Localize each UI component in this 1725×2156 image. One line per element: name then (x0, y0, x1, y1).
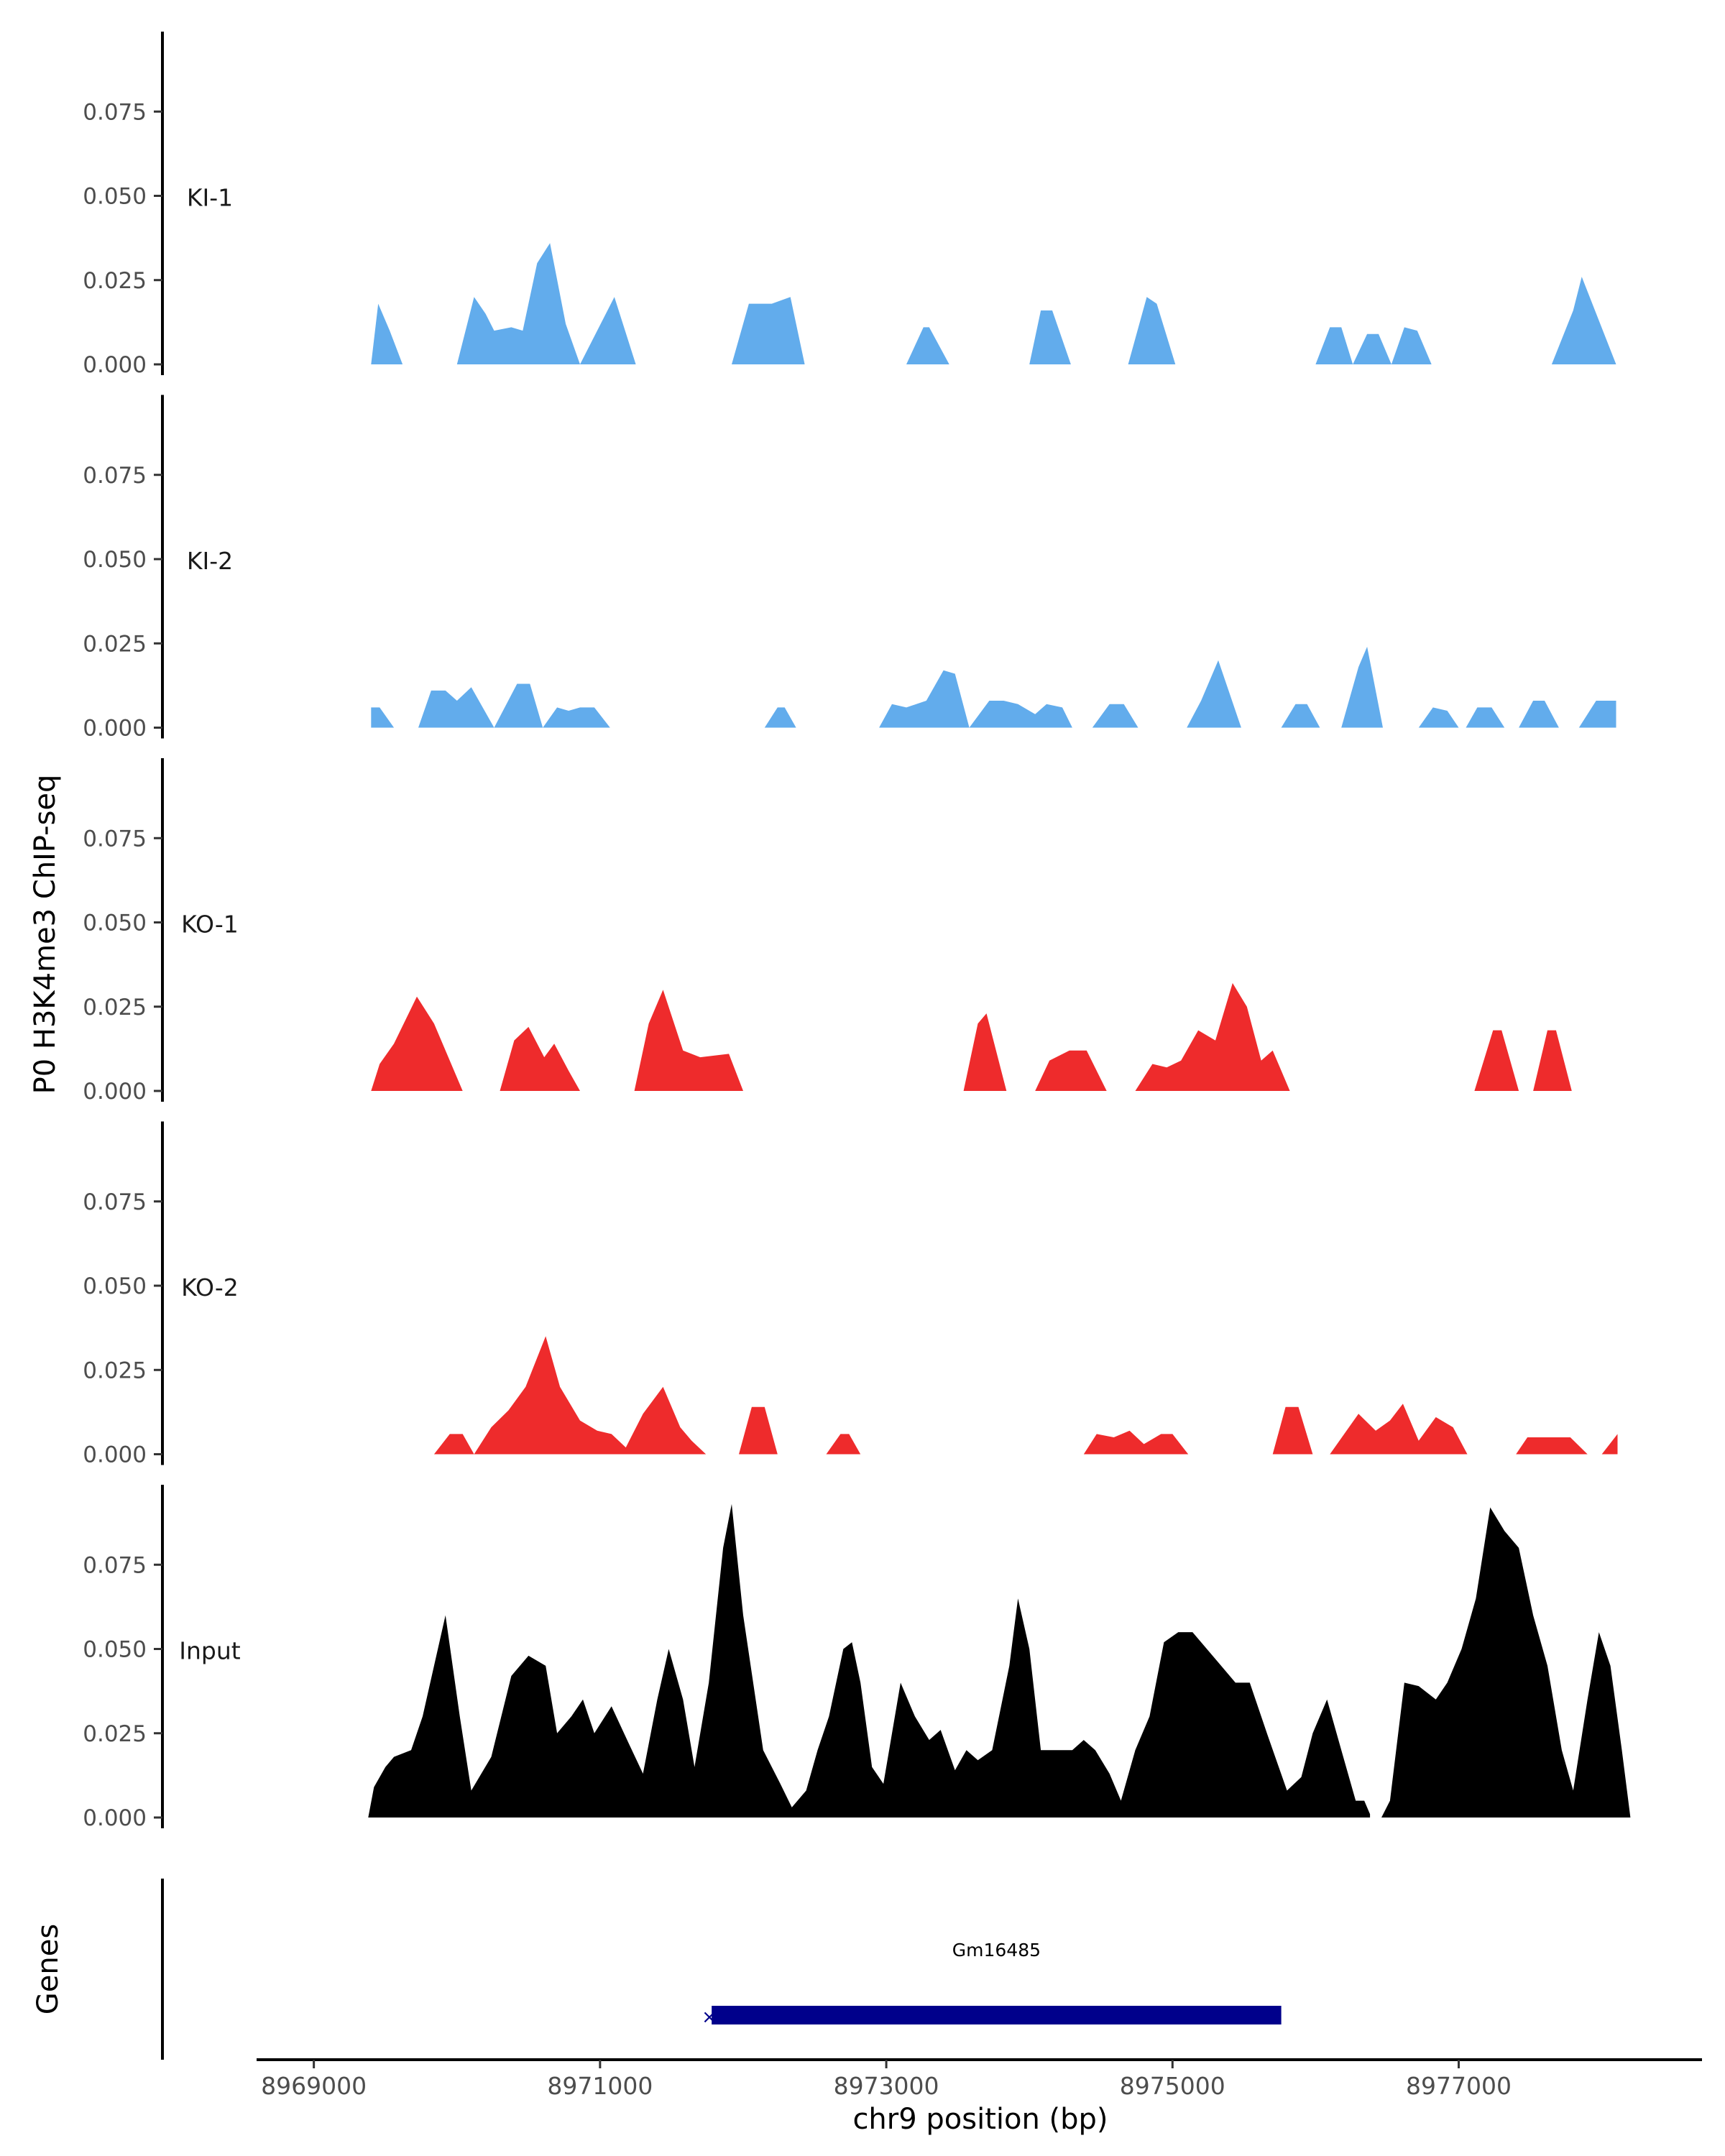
y-tick-label: 0.050 (83, 184, 147, 210)
y-tick-label: 0.000 (83, 716, 147, 742)
y-tick-label: 0.025 (83, 268, 147, 294)
gene-bar[interactable] (712, 2006, 1282, 2024)
coverage-area (371, 996, 463, 1091)
y-tick-label: 0.025 (83, 1358, 147, 1383)
x-tick-label: 8977000 (1406, 2072, 1512, 2100)
y-tick-label: 0.000 (83, 1805, 147, 1831)
coverage-area (634, 990, 743, 1091)
y-tick-label: 0.050 (83, 911, 147, 936)
coverage-area (1029, 310, 1071, 364)
coverage-tracks: 0.0000.0250.0500.075KI-10.0000.0250.0500… (83, 32, 1631, 1831)
coverage-area (1135, 982, 1290, 1091)
coverage-area (1330, 1404, 1468, 1455)
coverage-area (1281, 704, 1320, 728)
y-tick-label: 0.025 (83, 995, 147, 1021)
coverage-area (1516, 1437, 1588, 1455)
x-tick-label: 8975000 (1120, 2072, 1225, 2100)
coverage-area (732, 297, 805, 364)
gene-name-label: Gm16485 (952, 1940, 1041, 1961)
y-axis-label: P0 H3K4me3 ChIP-seq (29, 775, 62, 1095)
y-tick-label: 0.050 (83, 1637, 147, 1663)
y-tick-label: 0.075 (83, 99, 147, 125)
coverage-area (433, 1336, 707, 1455)
coverage-area (1083, 1430, 1189, 1455)
coverage-area (1341, 646, 1383, 728)
coverage-area (368, 1503, 1371, 1818)
coverage-area (1272, 1406, 1313, 1455)
coverage-area (1474, 1030, 1519, 1091)
coverage-area (764, 707, 796, 728)
y-tick-label: 0.075 (83, 1552, 147, 1578)
coverage-area (906, 327, 949, 364)
coverage-area (1601, 1434, 1618, 1455)
y-tick-label: 0.075 (83, 463, 147, 489)
coverage-area (1551, 277, 1616, 364)
coverage-area (1381, 1507, 1631, 1818)
coverage-area (1315, 327, 1432, 364)
genes-label: Genes (32, 1924, 65, 2014)
y-tick-label: 0.050 (83, 1273, 147, 1299)
coverage-area (826, 1434, 861, 1455)
x-axis: 8969000 8971000 8973000 8975000 8977000 chr9… (257, 2058, 1702, 2136)
track-label: KI-2 (187, 547, 233, 575)
coverage-area (1128, 297, 1176, 364)
x-axis-label: chr9 position (bp) (852, 2103, 1108, 2136)
coverage-area (1466, 707, 1505, 728)
coverage-area (879, 670, 1138, 728)
track-label: KO-1 (181, 911, 239, 939)
coverage-area (371, 303, 403, 364)
coverage-area (1578, 701, 1616, 728)
track-input: 0.000 0.025 0.050 0.075 Input (83, 1485, 1631, 1831)
y-tick-label: 0.000 (83, 352, 147, 378)
coverage-area (1418, 707, 1459, 728)
track-ki-2: 0.000 0.025 0.050 0.075 KI-2 (83, 395, 1616, 742)
track-ko-1: 0.000 0.025 0.050 0.075 KO-1 (83, 758, 1572, 1105)
x-tick-label: 8969000 (261, 2072, 367, 2100)
coverage-area (500, 1026, 580, 1091)
coverage-area (418, 683, 610, 728)
track-label: KI-1 (187, 184, 233, 212)
genes-panel: Genes Gm16485 × (32, 1879, 1282, 2060)
coverage-area (1187, 660, 1241, 728)
coverage-area (456, 243, 636, 364)
gene-strand-marker-icon: × (702, 2007, 717, 2028)
track-label: Input (179, 1637, 241, 1665)
y-tick-label: 0.000 (83, 1442, 147, 1468)
coverage-area (963, 1013, 1007, 1091)
y-tick-label: 0.050 (83, 547, 147, 573)
y-tick-label: 0.025 (83, 631, 147, 657)
x-tick-label: 8973000 (834, 2072, 939, 2100)
track-label: KO-2 (181, 1273, 239, 1302)
coverage-area (1519, 701, 1559, 728)
y-tick-label: 0.000 (83, 1079, 147, 1105)
coverage-area (1533, 1030, 1572, 1091)
track-ko-2: 0.000 0.025 0.050 0.075 KO-2 (83, 1121, 1618, 1468)
x-axis-ticks: 8969000 8971000 8973000 8975000 8977000 (261, 2060, 1512, 2100)
coverage-area (739, 1406, 778, 1455)
y-tick-label: 0.075 (83, 1189, 147, 1215)
coverage-area (371, 707, 395, 728)
coverage-area (1035, 1050, 1107, 1091)
track-ki-1: 0.000 0.025 0.050 0.075 KI-1 (83, 32, 1616, 378)
y-tick-label: 0.075 (83, 826, 147, 852)
y-tick-label: 0.025 (83, 1721, 147, 1747)
x-tick-label: 8971000 (547, 2072, 653, 2100)
